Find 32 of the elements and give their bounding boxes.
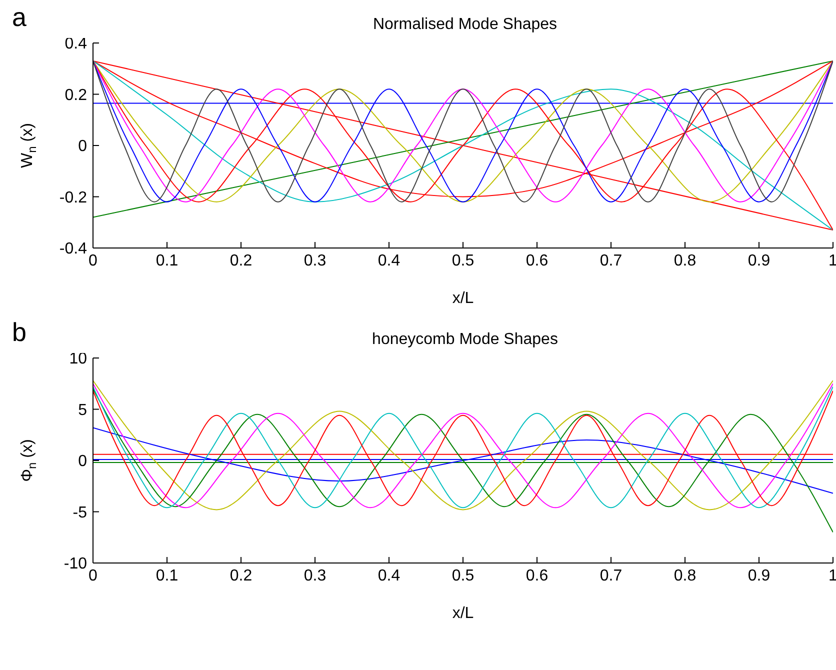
x-tick-label: 0.5 (452, 252, 474, 270)
x-tick-label: 0.4 (378, 252, 400, 270)
x-tick-label: 0.7 (600, 252, 622, 270)
text: a (12, 2, 26, 33)
y-tick-label: 0 (78, 138, 88, 156)
x-tick-label: 0.2 (230, 252, 252, 270)
x-tick-label: 0.9 (748, 567, 770, 584)
x-tick-label: 0.5 (452, 567, 474, 584)
x-tick-label: 0.8 (674, 567, 696, 584)
x-tick-label: 0.1 (156, 567, 178, 584)
x-axis-title: x/L (452, 290, 474, 307)
chart-title: Normalised Mode Shapes (372, 16, 558, 34)
x-tick-label: 0.7 (600, 567, 622, 584)
y-tick-label: 0.2 (64, 86, 88, 104)
x-tick-label: 0.4 (378, 567, 400, 584)
x-tick-label: 0.3 (304, 252, 326, 270)
y-tick-label: -0.4 (59, 240, 88, 258)
x-tick-label: 0.3 (304, 567, 326, 584)
text: b (12, 317, 26, 348)
x-tick-label: 0.8 (674, 252, 696, 270)
x-tick-label: 0.2 (230, 567, 252, 584)
y-tick-label: -0.2 (59, 189, 88, 206)
y-tick-label: 5 (78, 402, 88, 419)
x-tick-label: 0.6 (526, 567, 548, 584)
y-tick-label: 0 (78, 453, 88, 470)
y-tick-label: -5 (72, 504, 88, 522)
chart-title: honeycomb Mode Shapes (371, 331, 559, 349)
x-tick-label: 0.1 (156, 252, 178, 270)
y-tick-label: -10 (64, 556, 88, 573)
x-tick-label: 0.6 (526, 252, 548, 270)
x-axis-title: x/L (452, 605, 474, 622)
x-tick-label: 0.9 (748, 252, 770, 270)
